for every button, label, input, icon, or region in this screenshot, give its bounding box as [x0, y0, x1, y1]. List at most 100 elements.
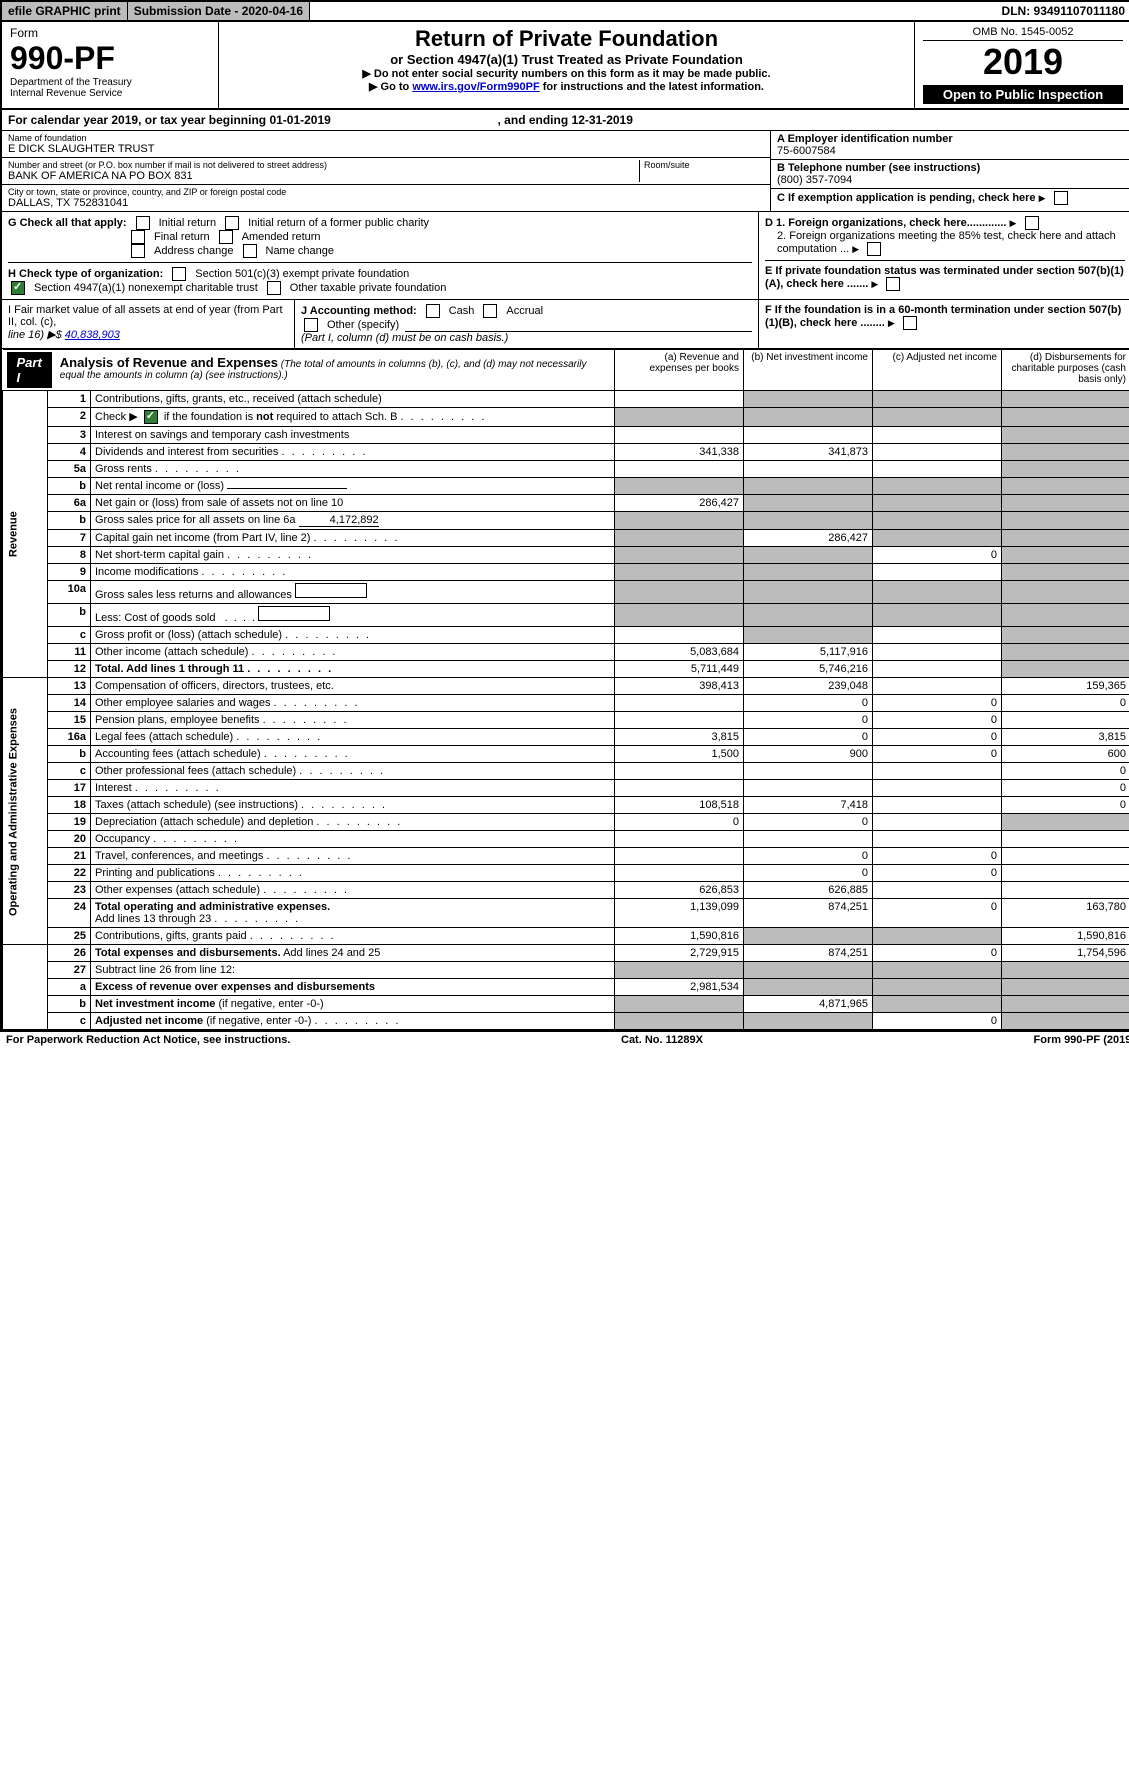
r2-d: Check ▶ if the foundation is not require… — [91, 408, 615, 427]
d2-arrow-icon — [852, 243, 861, 255]
g-initial-checkbox[interactable] — [136, 216, 150, 230]
r11-a: 5,083,684 — [615, 644, 744, 661]
r23-n: 23 — [48, 882, 91, 899]
j-accrual: Accrual — [506, 305, 543, 317]
h-501c3-checkbox[interactable] — [172, 267, 186, 281]
r11-b: 5,117,916 — [744, 644, 873, 661]
c-cell: C If exemption application is pending, c… — [771, 189, 1129, 207]
r5b-c — [873, 478, 1002, 495]
g-amended-checkbox[interactable] — [219, 230, 233, 244]
r25-c — [873, 928, 1002, 945]
c-checkbox[interactable] — [1054, 191, 1068, 205]
r18-d: Taxes (attach schedule) (see instruction… — [91, 797, 615, 814]
top-bar: efile GRAPHIC print Submission Date - 20… — [2, 2, 1129, 22]
r15-d: Pension plans, employee benefits — [91, 712, 615, 729]
r15-a — [615, 712, 744, 729]
r16a-c: 0 — [873, 729, 1002, 746]
r6b-n: b — [48, 512, 91, 530]
r4-dd — [1002, 444, 1129, 461]
r18-b: 7,418 — [744, 797, 873, 814]
r18-c — [873, 797, 1002, 814]
r19-a: 0 — [615, 814, 744, 831]
r2-n: 2 — [48, 408, 91, 427]
r2-checkbox[interactable] — [144, 410, 158, 424]
r10b-dd — [1002, 604, 1129, 627]
r10a-b — [744, 581, 873, 604]
row-24: 24 Total operating and administrative ex… — [3, 899, 1129, 928]
row-16b: b Accounting fees (attach schedule) 1,50… — [3, 746, 1129, 763]
ein-cell: A Employer identification number 75-6007… — [771, 131, 1129, 160]
h-other-checkbox[interactable] — [267, 281, 281, 295]
col-c-hdr: (c) Adjusted net income — [873, 350, 1002, 391]
r7-c — [873, 530, 1002, 547]
i-value[interactable]: 40,838,903 — [65, 329, 120, 341]
r10a-n: 10a — [48, 581, 91, 604]
r26-d: Total expenses and disbursements. Add li… — [91, 945, 615, 962]
foundation-name: E DICK SLAUGHTER TRUST — [8, 143, 764, 155]
r6a-dd — [1002, 495, 1129, 512]
r23-dd — [1002, 882, 1129, 899]
header-mid: Return of Private Foundation or Section … — [219, 22, 915, 108]
footer-right: Form 990-PF (2019) — [1034, 1034, 1129, 1046]
r10a-dd — [1002, 581, 1129, 604]
r21-a — [615, 848, 744, 865]
form-link[interactable]: www.irs.gov/Form990PF — [412, 81, 539, 93]
note2-pre: ▶ Go to — [369, 81, 412, 93]
r10c-n: c — [48, 627, 91, 644]
col-a-hdr: (a) Revenue and expenses per books — [615, 350, 744, 391]
r27b-a — [615, 996, 744, 1013]
r15-c: 0 — [873, 712, 1002, 729]
open-inspection: Open to Public Inspection — [923, 85, 1123, 104]
r21-n: 21 — [48, 848, 91, 865]
g-addr-checkbox[interactable] — [131, 244, 145, 258]
r8-d: Net short-term capital gain — [91, 547, 615, 564]
f-checkbox[interactable] — [903, 316, 917, 330]
row-5b: b Net rental income or (loss) — [3, 478, 1129, 495]
g-initial-former: Initial return of a former public charit… — [248, 217, 429, 229]
e-checkbox[interactable] — [886, 277, 900, 291]
r25-n: 25 — [48, 928, 91, 945]
d-e-right: D 1. Foreign organizations, check here..… — [759, 212, 1129, 299]
g-final-checkbox[interactable] — [131, 230, 145, 244]
c-arrow-icon — [1039, 192, 1048, 204]
efile-label[interactable]: efile GRAPHIC print — [2, 2, 128, 20]
r25-d: Contributions, gifts, grants paid — [91, 928, 615, 945]
r16c-b — [744, 763, 873, 780]
r17-b — [744, 780, 873, 797]
r14-n: 14 — [48, 695, 91, 712]
g-initial-former-checkbox[interactable] — [225, 216, 239, 230]
r17-dd: 0 — [1002, 780, 1129, 797]
h-4947-checkbox[interactable] — [11, 281, 25, 295]
d1-checkbox[interactable] — [1025, 216, 1039, 230]
r7-a — [615, 530, 744, 547]
row-17: 17 Interest 0 — [3, 780, 1129, 797]
r4-c — [873, 444, 1002, 461]
j-other-checkbox[interactable] — [304, 318, 318, 332]
g-name: Name change — [266, 245, 335, 257]
r16a-b: 0 — [744, 729, 873, 746]
j-cash-checkbox[interactable] — [426, 304, 440, 318]
h-rows: H Check type of organization: Section 50… — [8, 262, 752, 295]
r8-n: 8 — [48, 547, 91, 564]
g-name-checkbox[interactable] — [243, 244, 257, 258]
j-accrual-checkbox[interactable] — [483, 304, 497, 318]
r18-n: 18 — [48, 797, 91, 814]
r12-dd — [1002, 661, 1129, 678]
r15-n: 15 — [48, 712, 91, 729]
r27b-c — [873, 996, 1002, 1013]
r24-b: 874,251 — [744, 899, 873, 928]
r14-dd: 0 — [1002, 695, 1129, 712]
r26-c: 0 — [873, 945, 1002, 962]
r17-a — [615, 780, 744, 797]
r4-b: 341,873 — [744, 444, 873, 461]
d2-checkbox[interactable] — [867, 242, 881, 256]
r24-c: 0 — [873, 899, 1002, 928]
i-line16: line 16) ▶$ — [8, 329, 65, 341]
f-label: F If the foundation is in a 60-month ter… — [765, 304, 1121, 329]
h-row2: Section 4947(a)(1) nonexempt charitable … — [8, 281, 752, 295]
r17-n: 17 — [48, 780, 91, 797]
r13-d: Compensation of officers, directors, tru… — [91, 678, 615, 695]
r27c-d: Adjusted net income (if negative, enter … — [91, 1013, 615, 1030]
h-row1: H Check type of organization: Section 50… — [8, 267, 752, 281]
r11-dd — [1002, 644, 1129, 661]
